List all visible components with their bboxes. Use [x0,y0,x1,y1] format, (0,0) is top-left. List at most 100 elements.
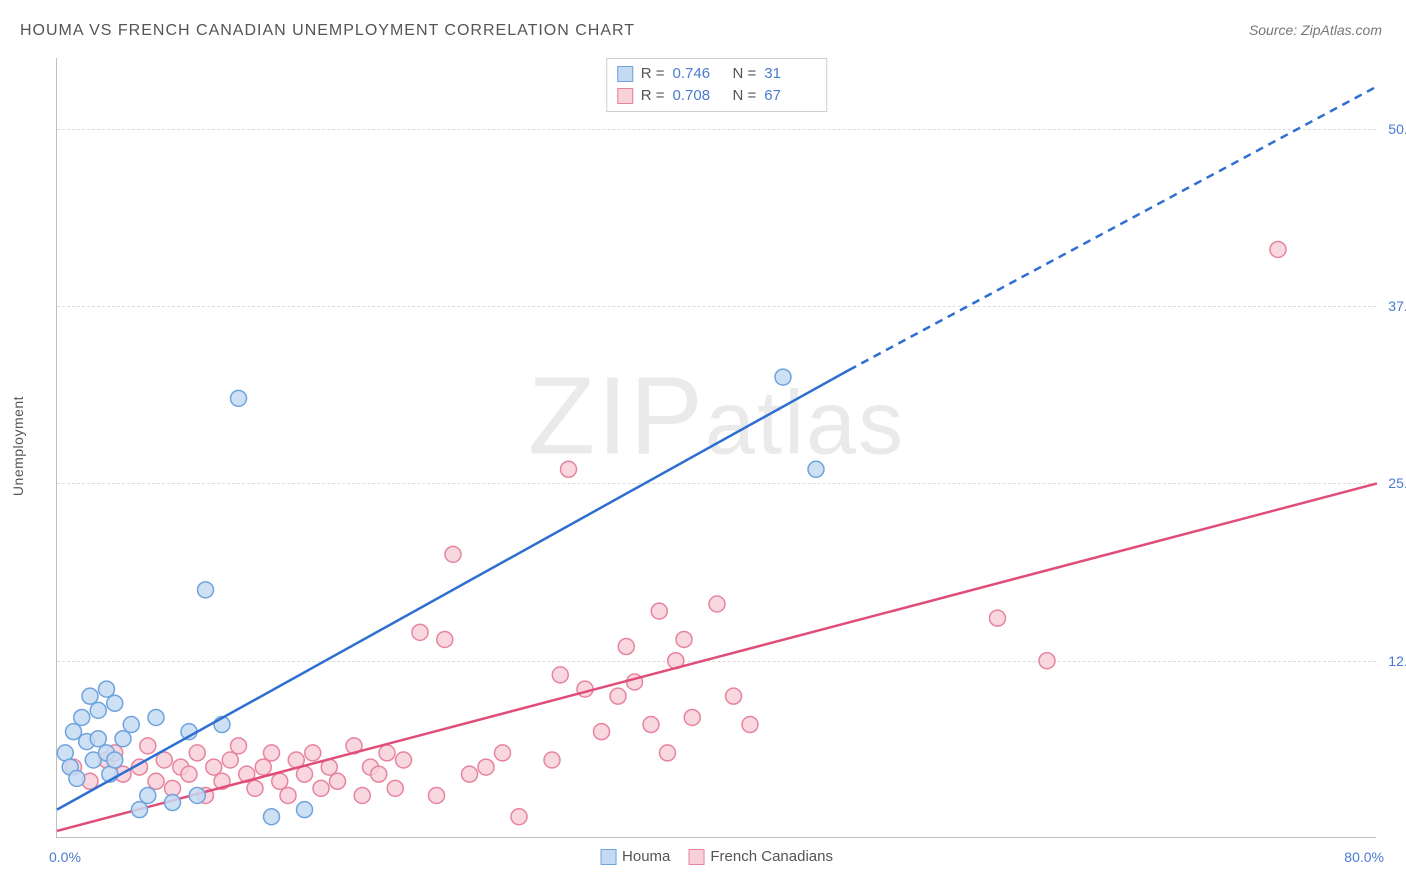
data-point [1039,653,1055,669]
data-point [775,369,791,385]
data-point [123,717,139,733]
data-point [206,759,222,775]
data-point [313,780,329,796]
legend-label-french: French Canadians [710,848,833,865]
data-point [544,752,560,768]
data-point [387,780,403,796]
data-point [107,752,123,768]
legend-correlation: R = 0.746 N = 31 R = 0.708 N = 67 [606,58,828,112]
data-point [808,461,824,477]
legend-item-french: French Canadians [688,848,833,865]
data-point [69,770,85,786]
legend-row-french: R = 0.708 N = 67 [617,85,817,107]
data-point [264,809,280,825]
data-point [231,738,247,754]
data-point [82,688,98,704]
n-value-french: 67 [764,85,816,107]
data-point [709,596,725,612]
x-tick-0: 0.0% [49,849,81,865]
chart-title: HOUMA VS FRENCH CANADIAN UNEMPLOYMENT CO… [20,22,635,40]
data-point [726,688,742,704]
data-point [990,610,1006,626]
data-point [610,688,626,704]
r-label: R = [641,63,665,85]
y-tick-label: 12.5% [1388,653,1406,669]
data-point [305,745,321,761]
data-point [148,709,164,725]
r-value-french: 0.708 [673,85,725,107]
data-point [379,745,395,761]
y-tick-label: 37.5% [1388,298,1406,314]
data-point [255,759,271,775]
source-label: Source: ZipAtlas.com [1249,22,1382,38]
data-point [742,717,758,733]
legend-label-houma: Houma [622,848,670,865]
data-point [618,639,634,655]
data-point [148,773,164,789]
chart-svg [57,58,1376,837]
data-point [140,787,156,803]
data-point [264,745,280,761]
x-tick-80: 80.0% [1344,849,1384,865]
r-label: R = [641,85,665,107]
data-point [74,709,90,725]
data-point [1270,241,1286,257]
data-point [132,802,148,818]
data-point [478,759,494,775]
data-point [462,766,478,782]
n-value-houma: 31 [764,63,816,85]
y-tick-label: 25.0% [1388,475,1406,491]
swatch-french [617,88,633,104]
data-point [297,766,313,782]
regression-line [57,370,849,810]
data-point [280,787,296,803]
data-point [651,603,667,619]
data-point [99,681,115,697]
data-point [330,773,346,789]
data-point [90,702,106,718]
data-point [594,724,610,740]
data-point [189,745,205,761]
n-label: N = [733,63,757,85]
data-point [222,752,238,768]
data-point [297,802,313,818]
regression-line-dashed [849,86,1377,370]
swatch-french-icon [688,849,704,865]
data-point [115,731,131,747]
data-point [231,390,247,406]
data-point [412,624,428,640]
data-point [354,787,370,803]
y-tick-label: 50.0% [1388,121,1406,137]
swatch-houma-icon [600,849,616,865]
legend-row-houma: R = 0.746 N = 31 [617,63,817,85]
data-point [272,773,288,789]
n-label: N = [733,85,757,107]
data-point [198,582,214,598]
data-point [660,745,676,761]
data-point [495,745,511,761]
data-point [247,780,263,796]
data-point [90,731,106,747]
legend-series: Houma French Canadians [600,848,833,865]
data-point [437,631,453,647]
data-point [676,631,692,647]
data-point [561,461,577,477]
y-axis-label: Unemployment [10,396,26,496]
data-point [140,738,156,754]
data-point [429,787,445,803]
data-point [445,546,461,562]
data-point [107,695,123,711]
data-point [371,766,387,782]
data-point [643,717,659,733]
r-value-houma: 0.746 [673,63,725,85]
legend-item-houma: Houma [600,848,670,865]
data-point [396,752,412,768]
plot-area: 12.5%25.0%37.5%50.0% ZIPatlas R = 0.746 … [56,58,1376,838]
data-point [181,766,197,782]
data-point [511,809,527,825]
data-point [684,709,700,725]
swatch-houma [617,66,633,82]
data-point [165,795,181,811]
regression-line [57,483,1377,830]
data-point [552,667,568,683]
